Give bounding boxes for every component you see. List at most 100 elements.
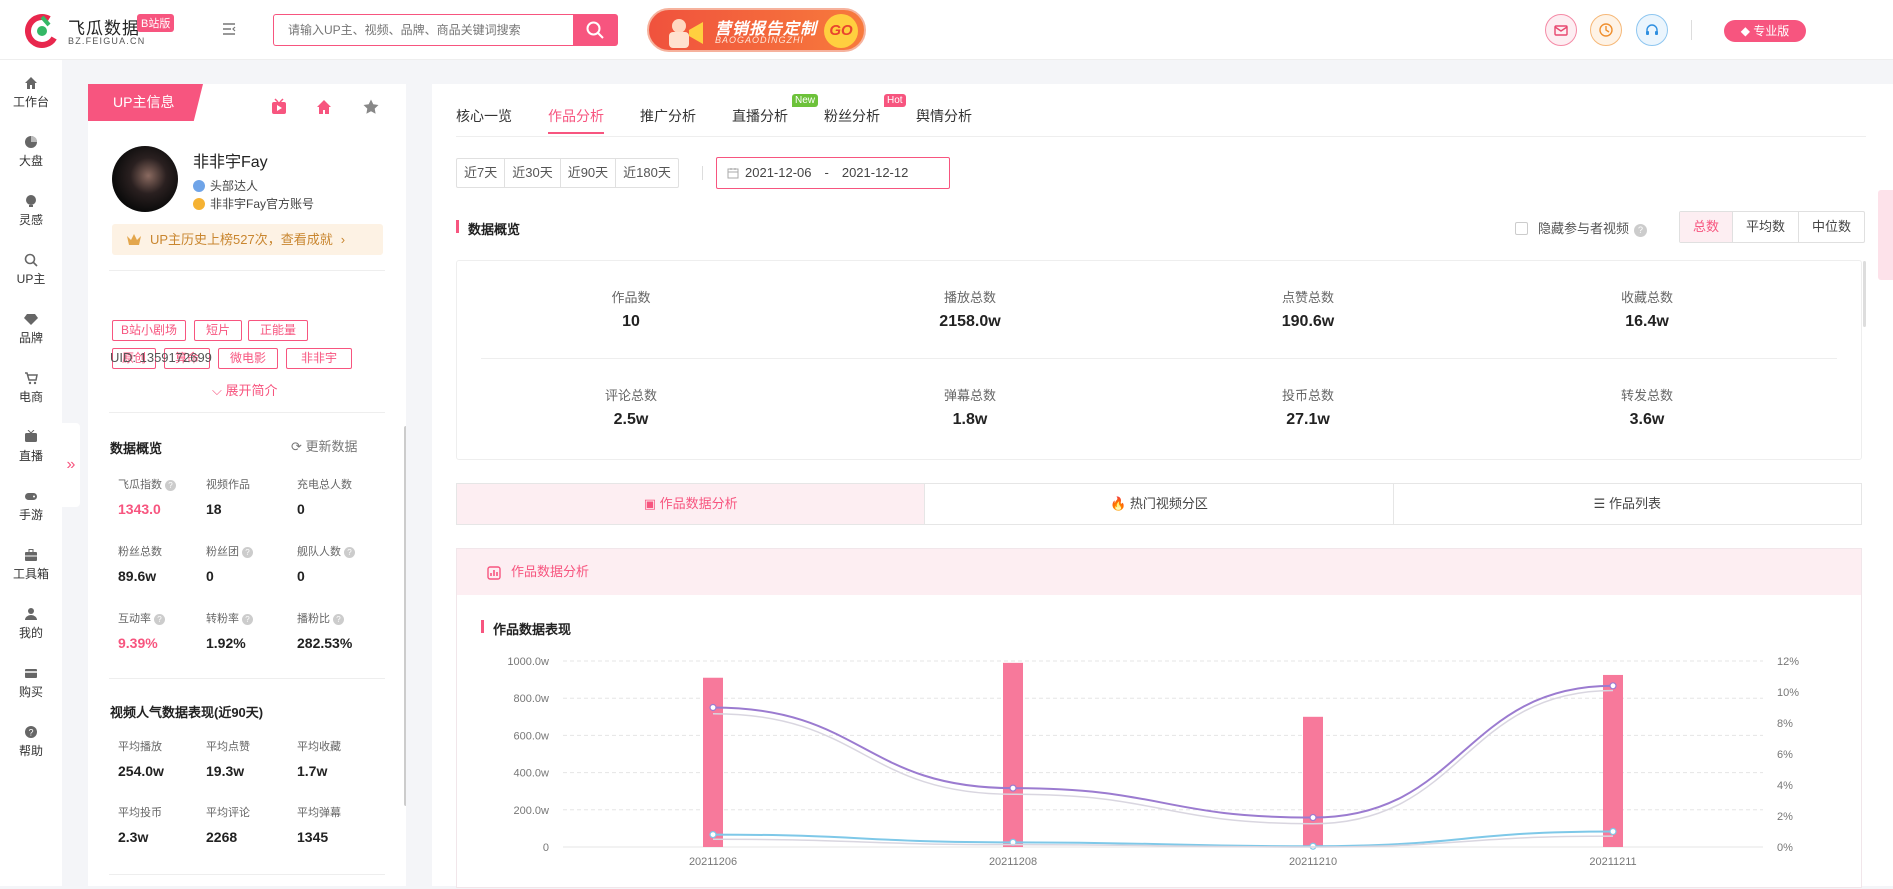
nav-item-10[interactable]: 购买 <box>0 666 62 700</box>
history-button[interactable] <box>1590 14 1622 46</box>
metric-label: 播放总数 <box>943 290 996 305</box>
chart-card-header: 作品数据分析 <box>457 549 1861 595</box>
feigua-logo[interactable] <box>24 13 60 49</box>
toolbox-icon <box>25 549 37 561</box>
rank-achievement-bar[interactable]: UP主历史上榜527次，查看成就 › <box>112 224 383 255</box>
pro-version-button[interactable]: ◆ 专业版 <box>1724 20 1806 42</box>
list-icon: ☰ <box>1593 496 1609 511</box>
brand-subtitle: BZ.FEIGUA.CN <box>68 36 146 46</box>
tag-item[interactable]: 短片 <box>194 320 242 341</box>
mode-option[interactable]: 中位数 <box>1812 219 1852 234</box>
stat-label: 平均收藏 <box>297 741 341 753</box>
panel-scrollbar[interactable] <box>404 426 406 806</box>
ad-go-button[interactable]: GO <box>824 14 858 48</box>
divider <box>109 874 385 875</box>
up-level: 头部达人 <box>193 177 258 194</box>
hide-participant-checkbox[interactable]: 隐藏参与者视频? <box>1515 218 1648 237</box>
period-option[interactable]: 近7天 <box>457 159 506 187</box>
crown-icon <box>127 234 141 245</box>
tag-item[interactable]: 微电影 <box>218 348 278 369</box>
nav-item-9[interactable]: 我的 <box>0 607 62 641</box>
search-button[interactable] <box>573 14 618 46</box>
sub-tab-1[interactable]: 🔥 热门视频分区 <box>925 484 1394 524</box>
tab-0[interactable]: 核心一览 <box>456 108 512 124</box>
tag-item[interactable]: 原创 <box>112 348 156 369</box>
bulb-icon <box>26 195 36 207</box>
sub-tab-0[interactable]: ▣ 作品数据分析 <box>457 484 926 524</box>
stat-value: 282.53% <box>297 635 353 651</box>
refresh-data-button[interactable]: ⟳ 更新数据 <box>291 439 358 454</box>
tag-item[interactable]: B站小剧场 <box>112 320 186 341</box>
message-button[interactable] <box>1545 14 1577 46</box>
stat-value: 2.3w <box>118 829 149 845</box>
nav-item-7[interactable]: 手游 <box>0 489 62 523</box>
side-nav: 工作台大盘灵感 UP主品牌电商直播手游工具箱我的购买 ? 帮助 <box>0 60 62 886</box>
metric-value: 190.6w <box>1281 313 1335 330</box>
expand-intro-link[interactable]: ⌵ 展开简介 <box>212 383 278 398</box>
expand-nav-icon[interactable]: » <box>62 423 80 507</box>
metric-value: 2158.0w <box>939 313 1001 330</box>
nav-item-2[interactable]: 灵感 <box>0 194 62 228</box>
y-tick-label: 0 <box>543 842 549 854</box>
stat-value: 0 <box>206 568 214 584</box>
tab-badge: Hot <box>884 94 906 107</box>
period-option[interactable]: 近90天 <box>561 159 617 187</box>
tab-1[interactable]: 作品分析 <box>548 108 604 124</box>
x-tick-label: 20211208 <box>989 856 1037 868</box>
data-point <box>1309 842 1317 850</box>
support-button[interactable] <box>1636 14 1668 46</box>
up-verify: 非非宇Fay官方账号 <box>193 195 314 212</box>
tag-item[interactable]: 正能量 <box>248 320 308 341</box>
favorite-star-icon[interactable] <box>362 98 380 116</box>
nav-label: 我的 <box>18 626 43 640</box>
stat-value: 2268 <box>206 829 238 845</box>
nav-label: 工作台 <box>12 95 49 109</box>
nav-item-0[interactable]: 工作台 <box>0 76 62 110</box>
help-icon: ? <box>154 614 165 625</box>
mode-option[interactable]: 平均数 <box>1733 212 1800 242</box>
nav-item-6[interactable]: 直播 <box>0 430 62 464</box>
period-option[interactable]: 近180天 <box>623 165 671 180</box>
refresh-icon: ⟳ <box>291 439 306 454</box>
side-float-tab[interactable] <box>1878 190 1893 280</box>
mode-option[interactable]: 总数 <box>1680 212 1734 242</box>
megaphone-icon <box>669 19 703 48</box>
period-selector: 近7天 近30天 近90天 近180天 <box>456 158 679 188</box>
video-icon[interactable] <box>270 98 288 116</box>
date-range-picker[interactable]: 2021-12-06-2021-12-12 <box>716 157 950 189</box>
top-bar: 飞瓜数据 B站版 BZ.FEIGUA.CN 营销报告定制 BAOGAODINGZ… <box>0 0 1893 60</box>
nav-item-4[interactable]: 品牌 <box>0 312 62 346</box>
nav-item-8[interactable]: 工具箱 <box>0 548 62 582</box>
avatar[interactable] <box>112 146 178 212</box>
period-option[interactable]: 近30天 <box>505 159 561 187</box>
date-sep: - <box>824 165 829 180</box>
tv-icon <box>25 430 37 442</box>
homepage-icon[interactable] <box>315 98 333 116</box>
tag-item[interactable]: 算命 <box>164 348 210 369</box>
tab-2[interactable]: 推广分析 <box>640 108 696 124</box>
report-ad-banner[interactable]: 营销报告定制 BAOGAODINGZHI GO <box>647 8 866 52</box>
stat-label: 粉丝团? <box>206 543 253 559</box>
tag-item[interactable]: 非非宇 <box>286 348 352 369</box>
sub-tab-2[interactable]: ☰ 作品列表 <box>1593 496 1661 511</box>
tab-4[interactable]: 粉丝分析 <box>824 108 880 124</box>
metric-label: 弹幕总数 <box>943 388 996 403</box>
search-input[interactable] <box>273 14 573 46</box>
menu-collapse-icon[interactable] <box>222 22 236 41</box>
aggregation-mode-toggle: 总数 平均数 中位数 <box>1679 211 1866 243</box>
up-info-tab[interactable]: UP主信息 <box>88 84 203 121</box>
nav-item-3[interactable]: UP主 <box>0 253 62 287</box>
card-scrollbar[interactable] <box>1863 261 1866 327</box>
nav-item-1[interactable]: 大盘 <box>0 135 62 169</box>
tab-3[interactable]: 直播分析 <box>732 108 788 124</box>
stat-value: 0 <box>297 501 305 517</box>
date-end: 2021-12-12 <box>841 165 909 180</box>
y2-tick-label: 10% <box>1777 687 1799 699</box>
tab-5[interactable]: 舆情分析 <box>916 108 972 124</box>
stat-value: 9.39% <box>118 635 158 651</box>
divider <box>481 358 1837 359</box>
nav-item-11[interactable]: ? 帮助 <box>0 725 62 759</box>
nav-item-5[interactable]: 电商 <box>0 371 62 405</box>
data-point <box>1609 827 1617 836</box>
metric-label: 评论总数 <box>604 388 657 403</box>
